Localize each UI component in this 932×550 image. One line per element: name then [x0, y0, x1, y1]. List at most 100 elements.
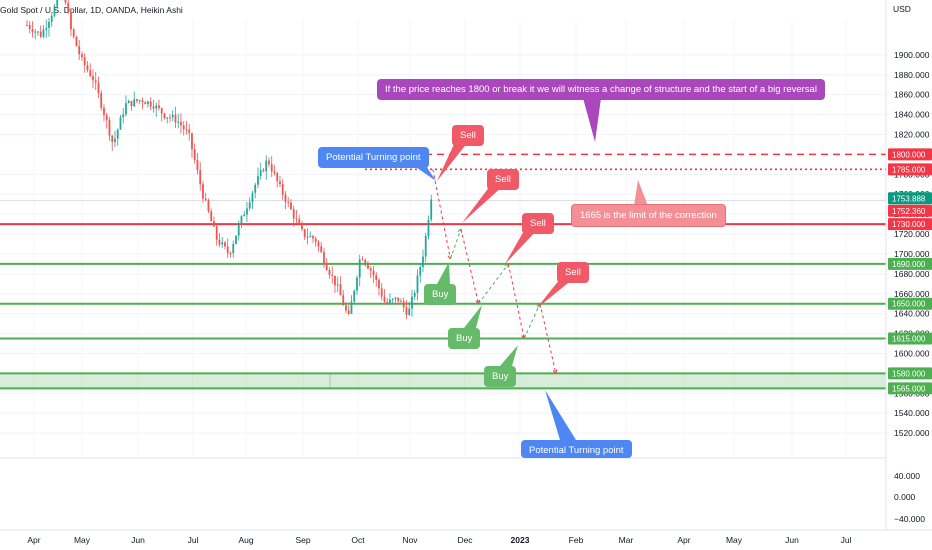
level-tag-1615-bg	[888, 332, 932, 345]
candle-body	[163, 113, 166, 119]
time-tick-label: 2023	[511, 535, 530, 545]
candle-body	[270, 164, 273, 172]
candle-body	[94, 80, 97, 83]
candle-body	[339, 284, 342, 296]
projection-segment	[460, 228, 480, 304]
level-tag-1580-bg	[888, 367, 932, 380]
buy-note-3: Buy	[484, 366, 517, 388]
candle-body	[75, 36, 78, 47]
candle-body	[193, 149, 196, 160]
candle-body	[92, 76, 94, 81]
time-tick-label: Oct	[351, 535, 365, 545]
candle-body	[243, 214, 246, 217]
turning-bottom-pointer	[545, 390, 576, 440]
candle-body	[408, 308, 411, 315]
candle-body	[207, 200, 210, 212]
time-tick-label: Mar	[619, 535, 634, 545]
time-tick-label: Jun	[785, 535, 799, 545]
candle-body	[196, 159, 199, 171]
price-tick-label: 1600.000	[894, 348, 930, 358]
candle-body	[334, 275, 336, 286]
candle-body	[169, 117, 171, 119]
candle-body	[191, 133, 193, 150]
sell-note-4: Sell	[557, 262, 589, 284]
candle-body	[276, 173, 279, 182]
candle-body	[295, 218, 298, 220]
candle-body	[64, 0, 67, 3]
price-tick-label: 1840.000	[894, 110, 930, 120]
candle-body	[259, 169, 262, 176]
level-tag-1615: 1615.000	[892, 335, 926, 344]
candle-body	[185, 129, 188, 131]
candle-body	[144, 102, 147, 105]
candle-body	[369, 268, 372, 271]
sell-3-pointer	[505, 229, 538, 264]
candle-body	[413, 292, 416, 297]
price-tag: 1753.888	[892, 194, 926, 203]
candle-body	[53, 6, 56, 16]
candle-body	[235, 235, 237, 245]
candle-body	[37, 31, 39, 33]
candle-body	[361, 259, 364, 261]
candle-body	[345, 305, 347, 311]
candle-body	[221, 242, 224, 245]
time-tick-label: Apr	[677, 535, 690, 545]
candle-body	[34, 31, 37, 33]
candle-body	[320, 246, 323, 253]
candle-body	[56, 0, 59, 7]
level-tag-1690: 1690.000	[892, 260, 926, 269]
projection-segment	[523, 303, 541, 339]
candle-body	[405, 307, 408, 315]
candle-body	[358, 259, 361, 278]
annotation-pointers	[410, 98, 648, 440]
level-tag-1565: 1565.000	[892, 384, 926, 393]
candle-body	[402, 301, 405, 308]
candle-body	[174, 114, 177, 123]
candle-body	[171, 114, 174, 118]
candle-body	[262, 169, 265, 172]
candle-body	[86, 65, 89, 70]
candle-body	[268, 160, 270, 165]
candle-body	[424, 235, 427, 257]
candle-body	[160, 108, 163, 114]
level-tag-1650-bg	[888, 297, 932, 310]
support-zone-fill	[0, 373, 886, 389]
candle-body	[292, 209, 295, 219]
candle-body	[240, 216, 243, 225]
candle-body	[158, 105, 160, 109]
candle-body	[166, 117, 169, 119]
candle-body	[306, 236, 309, 238]
level-tag-1730: 1730.000	[892, 220, 926, 229]
time-tick-label: Apr	[27, 535, 40, 545]
price-tag-bg	[888, 204, 932, 217]
candle-body	[48, 21, 50, 29]
correction-note-pointer	[634, 180, 648, 206]
candle-body	[213, 221, 215, 227]
candle-body	[149, 101, 152, 107]
candle-body	[298, 219, 301, 224]
projection-segment	[449, 228, 462, 260]
candle-body	[312, 236, 314, 239]
candle-body	[290, 202, 292, 210]
candle-body	[336, 284, 339, 286]
candle-body	[215, 226, 218, 240]
time-tick-label: May	[726, 535, 743, 545]
chart-title: Gold Spot / U.S. Dollar, 1D, OANDA, Heik…	[0, 5, 183, 15]
candle-body	[391, 298, 394, 300]
turning-point-bottom-note: Potential Turning point	[521, 440, 632, 459]
candle-body	[119, 117, 122, 130]
level-tag-1800-bg	[888, 148, 932, 161]
sell-note-3: Sell	[522, 213, 554, 235]
candle-body	[42, 29, 45, 37]
candle-body	[309, 236, 312, 238]
price-tick-label: 1880.000	[894, 70, 930, 80]
candle-body	[237, 224, 240, 236]
time-tick-label: Feb	[569, 535, 584, 545]
sell-note-1: Sell	[452, 125, 484, 147]
price-tick-label: 1640.000	[894, 309, 930, 319]
grid	[0, 20, 886, 458]
indicator-tick-label: −40.000	[894, 514, 925, 524]
candle-body	[323, 252, 325, 264]
candle-body	[411, 296, 413, 309]
